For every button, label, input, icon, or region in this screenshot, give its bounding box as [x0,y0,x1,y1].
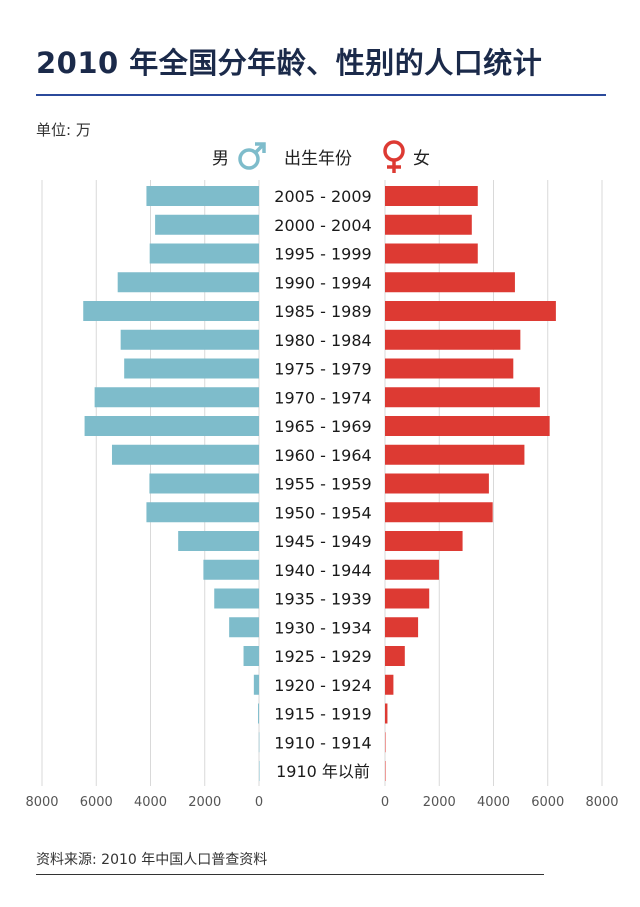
bar-male [124,358,259,379]
tick-label-female: 8000 [585,795,618,810]
category-label: 1910 年以前 [276,762,370,781]
bar-female [385,732,386,753]
source-note: 资料来源: 2010 年中国人口普查资料 [36,852,268,868]
category-label: 1925 - 1929 [274,647,371,666]
bar-male [178,531,259,551]
bar-female [385,301,556,321]
bar-female [385,502,493,523]
bar-female [385,444,525,465]
tick-label-female: 0 [381,795,389,810]
bar-male [258,732,260,753]
category-label: 1910 - 1914 [274,733,371,752]
bar-male [84,416,260,436]
bar-male [214,588,259,609]
bar-female [385,473,489,494]
tick-label-male: 2000 [188,795,221,810]
chart-title: 2010 年全国分年龄、性别的人口统计 [36,46,543,80]
footer-divider [36,874,544,875]
bar-female [385,416,550,436]
category-label: 1950 - 1954 [274,503,371,522]
bar-male [94,387,259,408]
female-symbol-icon [383,140,405,173]
category-label: 1935 - 1939 [274,590,371,609]
bar-male [149,243,259,264]
category-label: 2000 - 2004 [274,216,371,235]
category-label: 1960 - 1964 [274,446,371,465]
category-label: 1990 - 1994 [274,273,371,292]
tick-label-female: 4000 [477,795,510,810]
bar-female [385,761,386,781]
category-label: 1985 - 1989 [274,302,371,321]
category-label: 1980 - 1984 [274,331,371,350]
category-label: 1915 - 1919 [274,705,371,724]
legend-male-label: 男 [212,149,229,169]
category-label: 1995 - 1999 [274,245,371,264]
bar-female [385,559,439,580]
bar-male [117,272,260,293]
category-label: 1965 - 1969 [274,417,371,436]
bar-male [149,473,259,494]
title-divider [36,94,606,96]
bar-male [146,502,259,523]
bar-female [385,617,419,638]
bar-male [120,329,259,350]
bar-female [385,531,463,551]
category-label: 1945 - 1949 [274,532,371,551]
category-label: 1970 - 1974 [274,388,371,407]
bar-female [385,387,540,408]
bar-female [385,186,478,206]
legend: 男 出生年份 女 [0,140,640,173]
legend-center-label: 出生年份 [284,149,352,169]
bar-male [111,444,259,465]
bar-male [253,674,259,695]
tick-label-male: 0 [255,795,263,810]
category-label: 1940 - 1944 [274,561,371,580]
bar-female [385,703,388,724]
unit-label: 单位: 万 [36,121,91,139]
tick-label-female: 6000 [531,795,564,810]
male-symbol-icon [238,142,266,170]
bar-female [385,588,430,609]
bar-male [83,301,259,321]
tick-label-female: 2000 [423,795,456,810]
tick-label-male: 8000 [25,795,58,810]
category-label: 1955 - 1959 [274,475,371,494]
category-label: 1975 - 1979 [274,360,371,379]
bar-male [146,186,259,206]
tick-label-male: 6000 [80,795,113,810]
bar-male [258,703,259,724]
bar-female [385,358,514,379]
bar-female [385,646,405,666]
bar-female [385,243,478,264]
legend-female-label: 女 [413,149,430,169]
bar-male [203,559,259,580]
category-label: 1930 - 1934 [274,618,371,637]
bar-male [229,617,259,638]
tick-label-male: 4000 [134,795,167,810]
bar-male [155,214,259,235]
bar-female [385,272,515,293]
bar-female [385,674,394,695]
category-label: 2005 - 2009 [274,187,371,206]
bar-female [385,329,521,350]
bar-female [385,214,472,235]
bar-male [243,646,259,666]
category-label: 1920 - 1924 [274,676,371,695]
bar-male [258,761,260,781]
